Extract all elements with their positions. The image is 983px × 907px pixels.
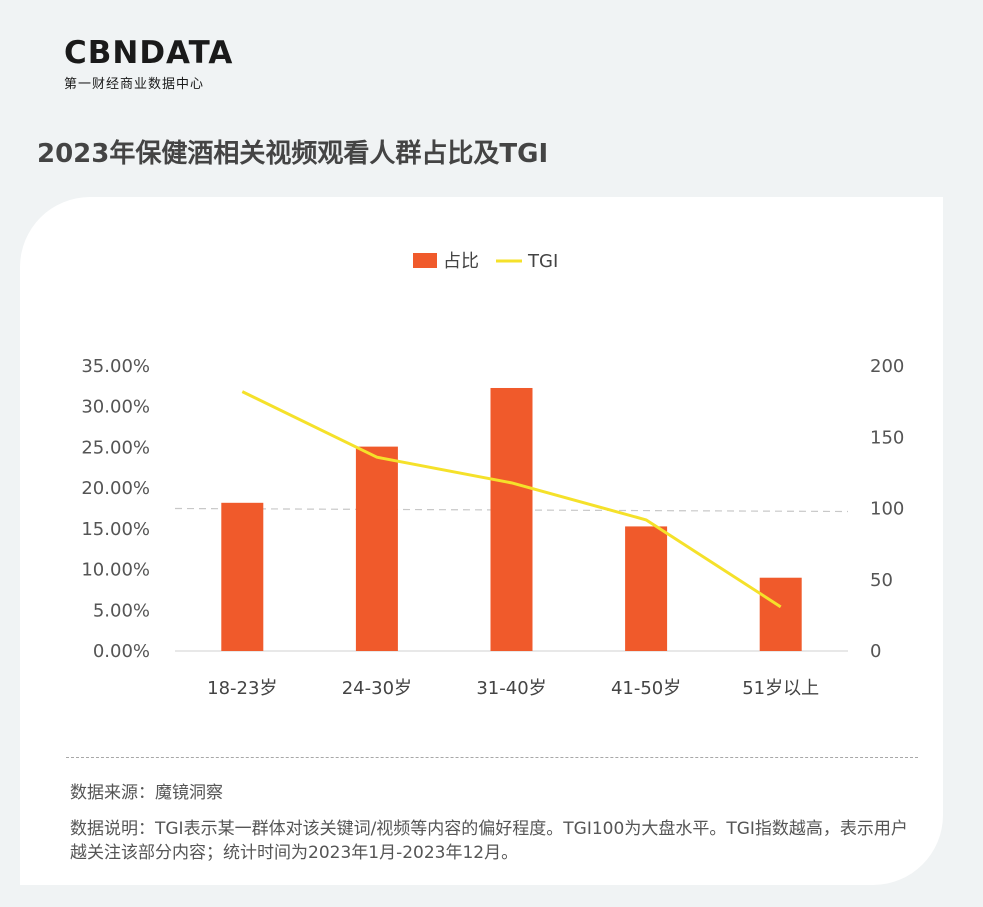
left-tick-label: 35.00% [81,356,150,377]
bar [625,526,668,651]
bar-series [221,387,802,651]
brand-logo: CBNDATA 第一财经商业数据中心 [64,36,233,92]
left-tick-label: 0.00% [93,641,150,662]
right-tick-label: 50 [870,570,893,591]
bar [221,502,264,651]
chart-legend: 占比 TGI [413,251,558,272]
bar [759,577,802,651]
legend-line-label: TGI [527,251,558,272]
x-axis-labels: 18-23岁 24-30岁 31-40岁 41-50岁 51岁以上 [207,678,819,699]
x-tick-label: 41-50岁 [611,678,681,699]
legend-bar-label: 占比 [443,251,479,272]
tgi-line-series [241,390,782,609]
chart-card [20,197,943,885]
left-tick-label: 10.00% [81,560,150,581]
left-tick-label: 30.00% [81,397,150,418]
right-tick-label: 0 [870,641,881,662]
left-tick-label: 20.00% [81,478,150,499]
logo-subtitle: 第一财经商业数据中心 [64,77,205,92]
legend-bar-swatch [413,253,437,268]
x-tick-label: 51岁以上 [742,678,819,699]
tgi-line [241,390,782,609]
x-tick-label: 18-23岁 [207,678,277,699]
x-tick-label: 31-40岁 [476,678,546,699]
right-axis-ticks: 0 50 100 150 200 [870,356,904,662]
right-tick-label: 100 [870,499,904,520]
bar [355,446,398,651]
right-tick-label: 200 [870,356,904,377]
page-title: 2023年保健酒相关视频观看人群占比及TGI [37,139,549,169]
bar [490,387,533,651]
left-axis-ticks: 0.00% 5.00% 10.00% 15.00% 20.00% 25.00% 30.00%… [81,356,150,662]
left-tick-label: 5.00% [93,600,150,621]
left-tick-label: 25.00% [81,437,150,458]
left-tick-label: 15.00% [81,519,150,540]
logo-text: CBNDATA [64,35,234,71]
x-tick-label: 24-30岁 [342,678,412,699]
right-tick-label: 150 [870,427,904,448]
